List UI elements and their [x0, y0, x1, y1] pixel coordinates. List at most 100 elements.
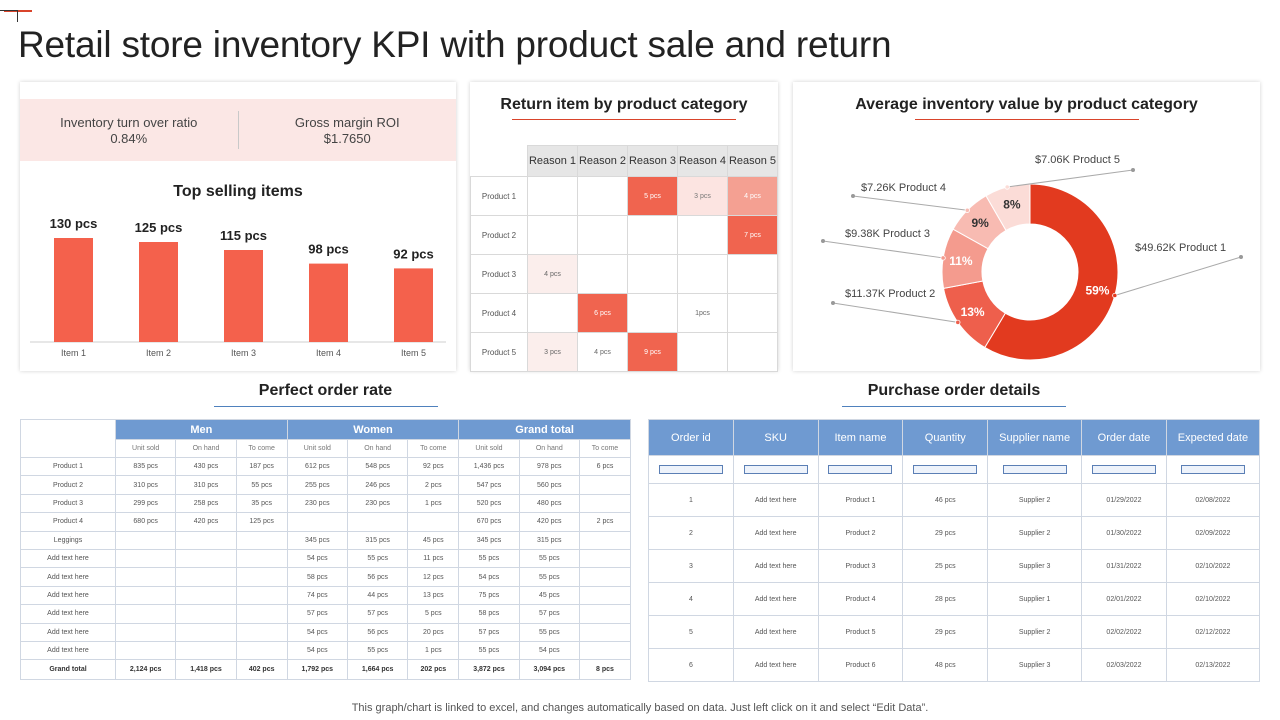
heatmap-cell [677, 254, 728, 294]
table-cell [235, 604, 288, 624]
donut-slice-label: $7.06K Product 5 [1035, 154, 1120, 166]
total-cell: 1,418 pcs [175, 659, 237, 681]
sub-header: On hand [175, 439, 237, 458]
top-selling-bar-chart: 130 pcs Item 1 125 pcs Item 2 115 pcs Item 3 9… [30, 216, 446, 358]
column-header: Reason 5 [727, 145, 778, 177]
return-item-title-underline [512, 119, 736, 120]
table-cell: Add text here [732, 582, 819, 616]
table-cell: 345 pcs [458, 530, 520, 550]
column-filter-input[interactable] [828, 465, 893, 474]
corner-mark-line [0, 10, 17, 11]
column-header: SKU [732, 419, 819, 456]
table-cell: 55 pcs [346, 640, 409, 661]
column-filter-input[interactable] [1002, 465, 1067, 474]
table-cell: 55 pcs [458, 548, 520, 569]
column-filter-input[interactable] [1180, 465, 1245, 474]
table-cell: 1 [648, 483, 734, 517]
table-cell: Product 1 [817, 483, 904, 517]
return-item-card: Return item by product category Reason 1… [470, 82, 778, 372]
table-row: Add text here 58 pcs 56 pcs 12 pcs 54 pcs 55 … [20, 567, 632, 587]
kpi-divider [237, 111, 239, 149]
table-row: Add text here 54 pcs 55 pcs 1 pcs 55 pcs 54 p… [20, 640, 632, 661]
table-cell: 6 pcs [578, 456, 632, 477]
table-cell [407, 512, 460, 532]
table-cell [175, 548, 237, 569]
table-cell [235, 530, 288, 550]
heatmap-cell [677, 215, 728, 255]
total-cell: 3,094 pcs [518, 659, 580, 681]
donut-slice-label: $9.38K Product 3 [845, 228, 930, 240]
group-header: Grand total [458, 419, 631, 440]
sub-header: Unit sold [458, 439, 520, 458]
table-cell: 57 pcs [518, 604, 580, 624]
table-cell: Add text here [732, 549, 819, 583]
table-row: Product 4 680 pcs 420 pcs 125 pcs 670 pcs 420… [20, 512, 632, 532]
row-label: Product 1 [20, 456, 116, 477]
donut-percent-label: 13% [961, 305, 985, 319]
table-cell: 978 pcs [518, 456, 580, 477]
table-cell [578, 548, 632, 569]
leader-dot [940, 255, 946, 261]
sub-header: On hand [346, 439, 409, 458]
table-cell: Add text here [732, 483, 819, 517]
column-header: Reason 1 [527, 145, 578, 177]
table-cell: 57 pcs [458, 622, 520, 642]
column-header: Reason 3 [627, 145, 678, 177]
leader-line [832, 302, 958, 323]
table-cell: 125 pcs [235, 512, 288, 532]
table-row: Add text here 54 pcs 55 pcs 11 pcs 55 pcs 55 … [20, 548, 632, 569]
group-header: Women [286, 419, 460, 440]
row-header: Product 2 [470, 215, 528, 255]
table-cell: 230 pcs [346, 493, 409, 514]
column-filter-input[interactable] [913, 465, 978, 474]
table-cell [175, 604, 237, 624]
column-filter-input[interactable] [743, 465, 808, 474]
leader-end-dot [1239, 255, 1243, 259]
table-cell [235, 622, 288, 642]
corner-cell [470, 145, 528, 177]
table-cell [578, 530, 632, 550]
table-cell: 54 pcs [286, 640, 348, 661]
filter-cell [648, 455, 734, 484]
table-cell: 612 pcs [286, 456, 348, 477]
column-filter-input[interactable] [1091, 465, 1156, 474]
heatmap-cell: 4 pcs [727, 176, 778, 216]
column-filter-input[interactable] [658, 465, 723, 474]
table-row: Add text here 57 pcs 57 pcs 5 pcs 58 pcs 57 p… [20, 604, 632, 624]
sub-header: To come [407, 439, 460, 458]
x-tick-label: Item 4 [316, 348, 341, 358]
table-cell: 315 pcs [346, 530, 409, 550]
total-cell: 1,792 pcs [286, 659, 348, 681]
kpi-and-top-selling-card: Inventory turn over ratio 0.84% Gross ma… [20, 82, 456, 371]
table-cell: Supplier 2 [987, 516, 1083, 550]
table-cell: 230 pcs [286, 493, 348, 514]
table-cell: Product 5 [817, 615, 904, 649]
table-cell [114, 622, 177, 642]
heatmap-cell: 5 pcs [627, 176, 678, 216]
filter-cell [817, 455, 904, 484]
table-cell: 29 pcs [902, 615, 989, 649]
filter-cell [732, 455, 819, 484]
table-cell [578, 622, 632, 642]
bar [139, 242, 178, 342]
total-cell: 2,124 pcs [114, 659, 177, 681]
leader-end-dot [1131, 168, 1135, 172]
table-cell: 48 pcs [902, 648, 989, 682]
table-cell: 02/10/2022 [1165, 549, 1261, 583]
leader-dot [964, 207, 970, 213]
kpi-gross-margin-roi: Gross margin ROI $1.7650 [239, 99, 457, 161]
kpi-band: Inventory turn over ratio 0.84% Gross ma… [20, 99, 456, 161]
table-cell: 2 pcs [578, 512, 632, 532]
leader-line [852, 195, 968, 211]
table-cell: 55 pcs [518, 567, 580, 587]
donut-slice-label: $11.37K Product 2 [845, 288, 935, 300]
heatmap-cell: 3 pcs [677, 176, 728, 216]
table-cell: 58 pcs [286, 567, 348, 587]
row-label: Product 4 [20, 512, 116, 532]
table-cell: 420 pcs [518, 512, 580, 532]
heatmap-cell: 1pcs [677, 293, 728, 333]
donut-percent-label: 11% [949, 254, 973, 268]
table-cell: 255 pcs [286, 475, 348, 495]
